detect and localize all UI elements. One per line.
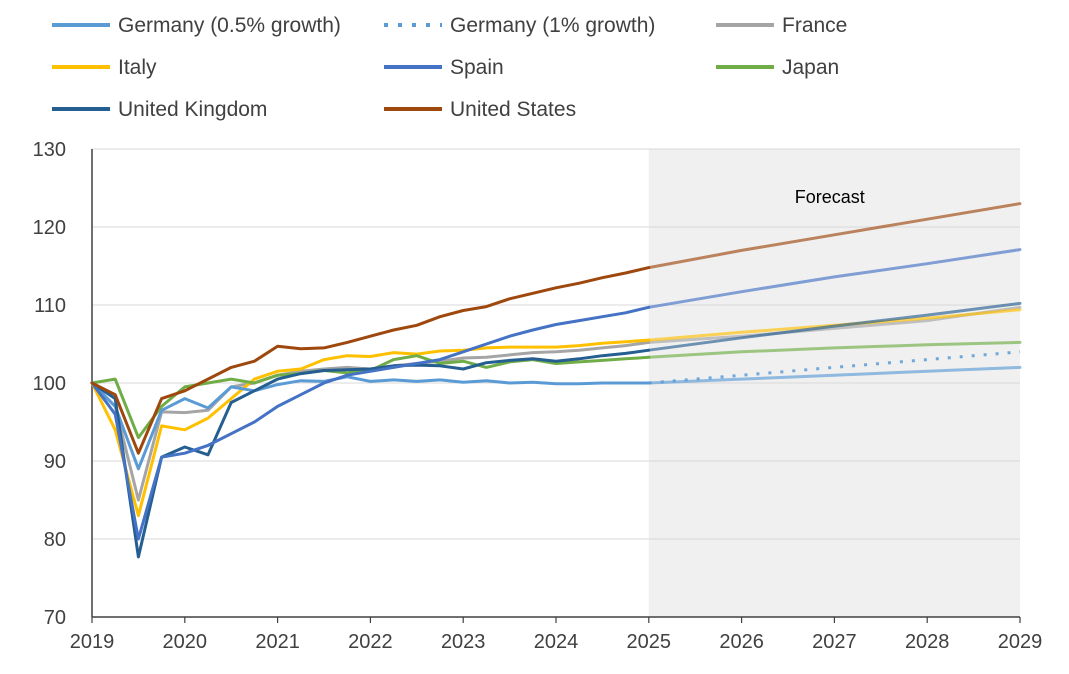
y-tick-label: 90 (44, 451, 66, 473)
legend-label-japan: Japan (782, 56, 839, 79)
legend-label-germany-1-growth: Germany (1% growth) (450, 14, 655, 37)
legend-label-france: France (782, 14, 847, 37)
y-tick-label: 100 (33, 373, 66, 395)
forecast-annotation: Forecast (795, 187, 865, 207)
x-tick-label: 2028 (905, 631, 950, 653)
y-tick-label: 120 (33, 217, 66, 239)
x-tick-label: 2020 (163, 631, 208, 653)
series-forecast-united-states (647, 202, 1022, 270)
y-tick-label: 110 (34, 295, 66, 317)
series-forecast-japan (647, 340, 1022, 359)
x-tick-label: 2029 (998, 631, 1043, 653)
x-tick-label: 2025 (627, 631, 672, 653)
y-tick-label: 70 (44, 607, 66, 629)
series-line-france (90, 340, 651, 502)
legend-label-italy: Italy (118, 56, 157, 79)
y-tick-label: 80 (44, 529, 66, 551)
series-line-united-states (90, 266, 651, 455)
series-lines (90, 202, 1022, 559)
y-tick-label: 130 (33, 139, 66, 161)
series-line-italy (90, 338, 651, 518)
legend-label-united-kingdom: United Kingdom (118, 98, 267, 121)
x-tick-label: 2027 (812, 631, 857, 653)
x-tick-label: 2026 (719, 631, 764, 653)
series-line-spain (90, 305, 651, 541)
legend-label-germany-0-5-growth: Germany (0.5% growth) (118, 14, 341, 37)
axes: 70 80 90 100 110 120 130 2019 2020 2021 2022 2023 20… (33, 139, 1043, 653)
legend-label-spain: Spain (450, 56, 504, 79)
x-tick-label: 2019 (70, 631, 115, 653)
x-tick-label: 2023 (441, 631, 486, 653)
series-line-united-kingdom (90, 348, 651, 559)
x-tick-label: 2021 (255, 631, 300, 653)
series-line-germany-0-5-growth (90, 375, 651, 471)
series-forecast-germany-0-5-growth (647, 365, 1022, 385)
series-forecast-spain (647, 248, 1022, 309)
series-forecast-united-kingdom (647, 301, 1022, 352)
legend: Germany (0.5% growth) Germany (1% growth)… (52, 14, 847, 121)
x-tick-label: 2024 (534, 631, 579, 653)
series-forecast-germany-1-growth (648, 350, 1021, 385)
x-tick-label: 2022 (348, 631, 393, 653)
legend-label-united-states: United States (450, 98, 576, 121)
